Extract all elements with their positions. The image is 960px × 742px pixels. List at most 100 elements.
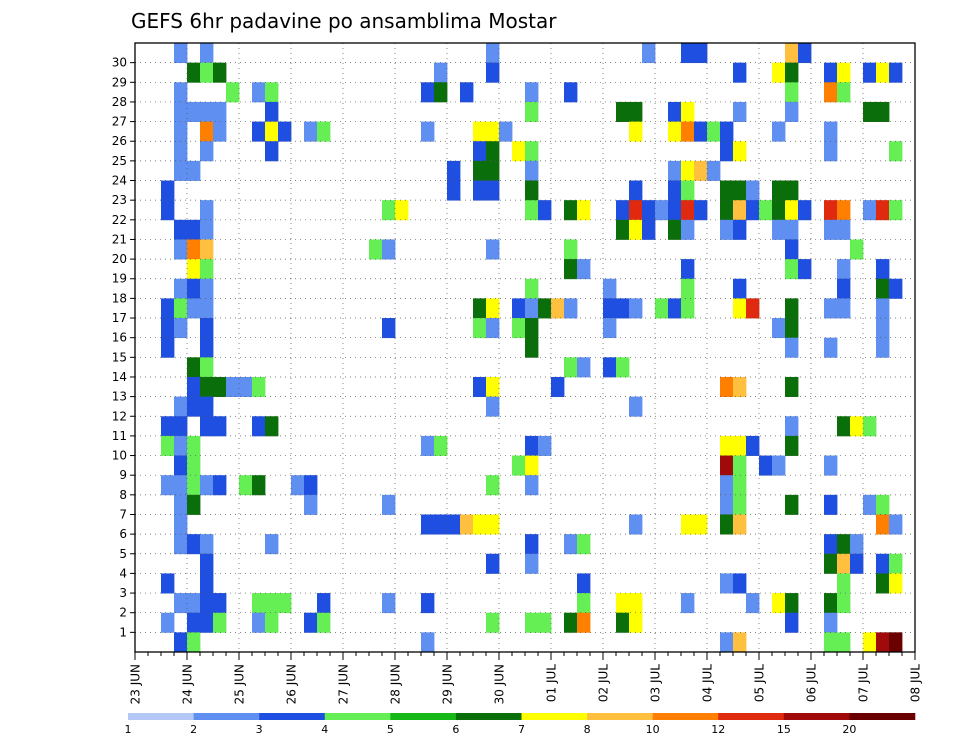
precip-cell bbox=[525, 475, 539, 496]
precip-cell bbox=[447, 160, 461, 181]
y-tick-label: 5 bbox=[119, 547, 127, 561]
precip-cell bbox=[252, 376, 266, 398]
precip-cell bbox=[187, 593, 201, 614]
precip-cell bbox=[447, 180, 461, 201]
precip-cell bbox=[486, 318, 500, 339]
precip-cell bbox=[252, 121, 266, 142]
precip-cell bbox=[317, 121, 331, 142]
precip-cell bbox=[486, 612, 500, 633]
precip-cell bbox=[681, 43, 695, 64]
precip-cell bbox=[824, 337, 838, 358]
precip-cell bbox=[317, 593, 331, 614]
precip-cell bbox=[629, 219, 643, 240]
colorbar-swatch bbox=[324, 713, 391, 720]
precip-cell bbox=[486, 376, 500, 398]
precip-cell bbox=[538, 612, 552, 633]
precip-cell bbox=[187, 494, 201, 515]
precip-cell bbox=[837, 200, 851, 221]
colorbar-label: 20 bbox=[842, 723, 856, 736]
precip-cell bbox=[694, 121, 708, 142]
precip-cell bbox=[733, 494, 747, 515]
precip-cell bbox=[265, 141, 279, 162]
y-axis: 1234567891011121314151617181920212223242… bbox=[112, 56, 135, 639]
y-tick-label: 11 bbox=[112, 429, 127, 443]
precip-cell bbox=[863, 632, 877, 653]
precip-cell bbox=[733, 101, 747, 122]
precip-cell bbox=[577, 612, 591, 633]
precip-cell bbox=[863, 200, 877, 221]
y-tick-label: 14 bbox=[112, 370, 127, 384]
precip-cell bbox=[772, 455, 786, 476]
y-tick-label: 19 bbox=[112, 272, 127, 286]
precip-cell bbox=[512, 318, 526, 339]
precip-cell bbox=[733, 376, 747, 398]
precip-cell bbox=[525, 180, 539, 201]
y-tick-label: 29 bbox=[112, 75, 127, 89]
y-tick-label: 26 bbox=[112, 134, 127, 148]
precip-cell bbox=[265, 534, 279, 555]
precip-cell bbox=[512, 141, 526, 162]
colorbar-swatch bbox=[455, 713, 522, 720]
precip-cell bbox=[629, 396, 643, 417]
precip-cell bbox=[681, 200, 695, 221]
precip-cell bbox=[681, 259, 695, 280]
precip-cell bbox=[655, 200, 669, 221]
precip-cell bbox=[668, 121, 682, 142]
precip-cell bbox=[564, 200, 578, 221]
precip-cell bbox=[226, 376, 240, 398]
x-tick-label: 06 JUL bbox=[805, 664, 819, 702]
precip-cell bbox=[681, 101, 695, 122]
precip-cell bbox=[187, 278, 201, 299]
precip-cell bbox=[200, 62, 214, 83]
y-tick-label: 1 bbox=[119, 625, 127, 639]
colorbar-label: 15 bbox=[777, 723, 791, 736]
precip-cell bbox=[694, 514, 708, 535]
precip-cell bbox=[577, 534, 591, 555]
colorbar-label: 10 bbox=[646, 723, 660, 736]
precip-cell bbox=[174, 632, 188, 653]
precip-cell bbox=[187, 239, 201, 260]
precip-cell bbox=[694, 43, 708, 64]
colorbar-swatch bbox=[193, 713, 260, 720]
precip-cell bbox=[785, 62, 799, 83]
precip-cell bbox=[577, 259, 591, 280]
precip-cell bbox=[668, 219, 682, 240]
precip-cell bbox=[759, 455, 773, 476]
precip-cell bbox=[837, 632, 851, 653]
precip-cell bbox=[525, 160, 539, 181]
precip-cell bbox=[889, 62, 903, 83]
precip-cell bbox=[473, 160, 487, 181]
colorbar-label: 4 bbox=[321, 723, 328, 736]
precip-cell bbox=[616, 612, 630, 633]
precip-cell bbox=[824, 612, 838, 633]
precip-cell bbox=[850, 239, 864, 260]
precip-cell bbox=[213, 475, 227, 496]
precip-cell bbox=[577, 200, 591, 221]
precip-cell bbox=[161, 475, 175, 496]
precip-cell bbox=[213, 101, 227, 122]
precip-cell bbox=[681, 593, 695, 614]
precip-cell bbox=[564, 534, 578, 555]
precip-cell bbox=[265, 593, 279, 614]
precip-cell bbox=[733, 298, 747, 319]
precip-cell bbox=[876, 632, 890, 653]
precip-cell bbox=[525, 101, 539, 122]
precip-cell bbox=[486, 43, 500, 64]
precip-cell bbox=[174, 82, 188, 103]
y-tick-label: 18 bbox=[112, 291, 127, 305]
precip-cell bbox=[785, 82, 799, 103]
precip-cell bbox=[512, 298, 526, 319]
precip-cell bbox=[603, 278, 617, 299]
precip-cell bbox=[824, 298, 838, 319]
precip-cell bbox=[525, 435, 539, 456]
precip-cell bbox=[174, 121, 188, 142]
precip-cell bbox=[746, 200, 760, 221]
precip-cell bbox=[720, 376, 734, 398]
precip-cell bbox=[382, 593, 396, 614]
precip-cell bbox=[837, 573, 851, 594]
precip-cell bbox=[772, 62, 786, 83]
precip-cell bbox=[187, 455, 201, 476]
precip-cell bbox=[187, 475, 201, 496]
precip-cell bbox=[850, 553, 864, 574]
precip-cell bbox=[213, 121, 227, 142]
